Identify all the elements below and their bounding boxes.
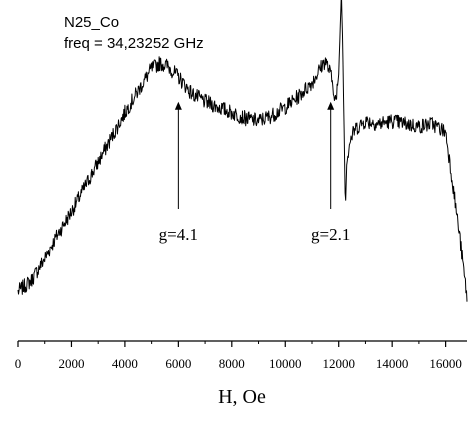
x-tick-label-2000: 2000 xyxy=(58,356,84,371)
x-axis: 0 2000 4000 6000 8000 10000 12000 14000 16000 xyxy=(15,340,467,371)
x-tick-label-0: 0 xyxy=(15,356,22,371)
annotations: g=4.1 g=2.1 xyxy=(159,101,350,244)
annotation-arrowhead-0 xyxy=(174,101,182,110)
series-line xyxy=(17,0,468,302)
annotation-arrowhead-1 xyxy=(327,101,335,110)
chart-subtitle: freq = 34,23252 GHz xyxy=(64,35,204,52)
x-tick-label-14000: 14000 xyxy=(376,356,409,371)
x-axis-label: H, Oe xyxy=(218,386,266,408)
chart-title: N25_Co xyxy=(64,14,119,31)
x-tick-label-12000: 12000 xyxy=(322,356,355,371)
x-tick-label-4000: 4000 xyxy=(112,356,138,371)
x-tick-label-16000: 16000 xyxy=(429,356,462,371)
plot-area xyxy=(17,0,468,302)
chart-title-block: N25_Co freq = 34,23252 GHz xyxy=(64,14,204,52)
annotation-label-0: g=4.1 xyxy=(159,225,198,244)
x-tick-label-8000: 8000 xyxy=(219,356,245,371)
x-tick-label-10000: 10000 xyxy=(269,356,302,371)
annotation-label-1: g=2.1 xyxy=(311,225,350,244)
x-tick-label-6000: 6000 xyxy=(165,356,191,371)
